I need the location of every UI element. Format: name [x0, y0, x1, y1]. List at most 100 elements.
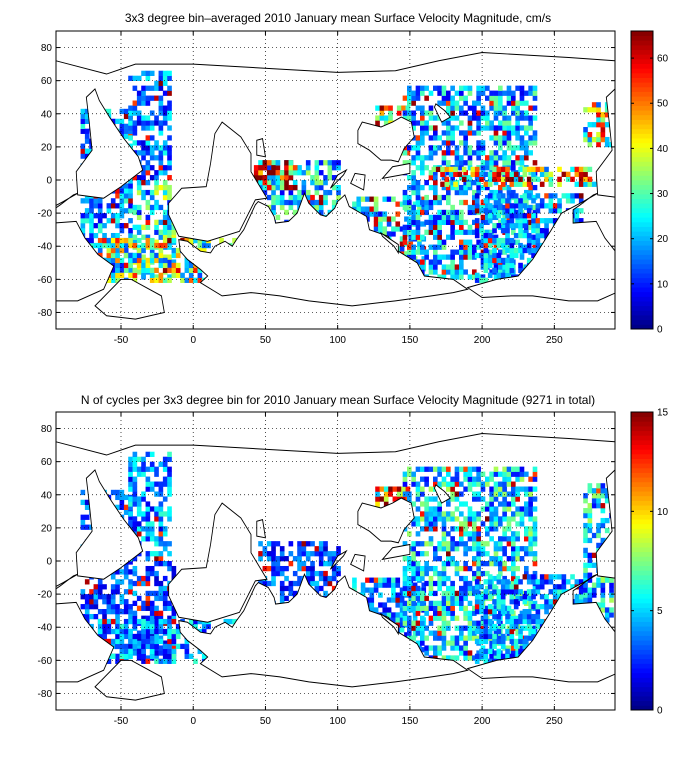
- cycles-bin-cell: [459, 565, 464, 572]
- cycles-bin-cell: [424, 625, 429, 631]
- velocity-x-tick-label: 100: [329, 335, 346, 346]
- cycles-bin-cell: [145, 620, 151, 626]
- velocity-bin-cell: [102, 223, 107, 229]
- cycles-bin-cell: [583, 572, 588, 578]
- cycles-bin-cell: [396, 491, 402, 497]
- velocity-bin-cell: [288, 184, 294, 191]
- cycles-bin-cell: [480, 506, 486, 512]
- velocity-bin-cell: [80, 113, 86, 120]
- velocity-bin-cell: [487, 272, 493, 278]
- cycles-bin-cell: [446, 605, 451, 611]
- cycles-bin-cell: [480, 645, 486, 651]
- velocity-bin-cell: [417, 246, 422, 252]
- velocity-bin-cell: [479, 171, 484, 177]
- cycles-bin-cell: [437, 546, 442, 552]
- velocity-bin-cell: [415, 105, 421, 111]
- velocity-bin-cell: [561, 193, 567, 199]
- velocity-bin-cell: [524, 145, 529, 151]
- velocity-bin-cell: [162, 234, 168, 240]
- velocity-bin-cell: [158, 80, 164, 86]
- cycles-bin-cell: [158, 516, 164, 522]
- velocity-bin-cell: [492, 228, 497, 234]
- cycles-bin-cell: [528, 526, 533, 532]
- velocity-bin-cell: [154, 242, 159, 249]
- velocity-bin-cell: [136, 224, 142, 230]
- cycles-bin-cell: [522, 618, 528, 625]
- velocity-bin-cell: [578, 218, 584, 224]
- velocity-bin-cell: [128, 228, 133, 234]
- cycles-bin-cell: [141, 638, 146, 645]
- cycles-bin-cell: [437, 506, 442, 512]
- cycles-bin-cell: [167, 541, 172, 547]
- velocity-bin-cell: [506, 145, 512, 151]
- velocity-bin-cell: [158, 247, 164, 254]
- cycles-bin-cell: [483, 648, 489, 655]
- cycles-bin-cell: [128, 584, 133, 590]
- velocity-bin-cell: [524, 244, 529, 250]
- velocity-bin-cell: [524, 115, 529, 121]
- cycles-bin-cell: [158, 536, 164, 542]
- cycles-bin-cell: [149, 570, 155, 577]
- velocity-bin-cell: [496, 272, 502, 278]
- cycles-bin-cell: [483, 589, 489, 595]
- cycles-bin-cell: [167, 456, 172, 462]
- velocity-bin-cell: [383, 105, 389, 111]
- velocity-bin-cell: [420, 199, 425, 206]
- velocity-bin-cell: [502, 155, 507, 161]
- cycles-bin-cell: [454, 491, 460, 497]
- cycles-bin-cell: [145, 590, 151, 597]
- velocity-bin-cell: [459, 214, 464, 221]
- velocity-bin-cell: [145, 100, 151, 106]
- cycles-bin-cell: [162, 643, 168, 650]
- velocity-bin-cell: [356, 206, 362, 212]
- velocity-bin-cell: [548, 171, 554, 177]
- cycles-bin-cell: [472, 625, 477, 631]
- cycles-bin-cell: [420, 476, 425, 482]
- velocity-bin-cell: [532, 130, 538, 136]
- velocity-bin-cell: [123, 113, 129, 120]
- cycles-bin-cell: [145, 575, 151, 582]
- velocity-bin-cell: [485, 95, 490, 101]
- cycles-bin-cell: [587, 562, 593, 568]
- cycles-bin-cell: [106, 658, 112, 664]
- cycles-bin-cell: [500, 599, 506, 605]
- velocity-bin-cell: [420, 209, 425, 216]
- cycles-bin-cell: [399, 597, 405, 603]
- velocity-bin-cell: [365, 196, 370, 202]
- velocity-bin-cell: [266, 170, 272, 176]
- cycles-bin-cell: [167, 623, 172, 630]
- velocity-bin-cell: [506, 160, 512, 166]
- cycles-bin-cell: [415, 486, 421, 492]
- cycles-bin-cell: [467, 585, 473, 592]
- velocity-bin-cell: [115, 213, 120, 219]
- cycles-bin-cell: [318, 546, 324, 552]
- cycles-bin-cell: [128, 604, 133, 610]
- velocity-bin-cell: [407, 219, 412, 225]
- velocity-bin-cell: [489, 254, 494, 260]
- velocity-bin-cell: [424, 165, 429, 171]
- cycles-bin-cell: [502, 526, 507, 532]
- velocity-colorbar-segment: [631, 100, 653, 106]
- cycles-colorbar-segment: [631, 644, 653, 650]
- cycles-bin-cell: [506, 536, 512, 542]
- velocity-bin-cell: [472, 130, 477, 136]
- velocity-bin-cell: [388, 110, 393, 116]
- cycles-bin-cell: [266, 541, 272, 547]
- velocity-bin-cell: [132, 277, 138, 283]
- cycles-bin-cell: [420, 491, 425, 497]
- cycles-bin-cell: [472, 511, 477, 517]
- cycles-bin-cell: [84, 599, 90, 605]
- velocity-colorbar-segment: [631, 77, 653, 83]
- velocity-bin-cell: [433, 170, 438, 176]
- velocity-bin-cell: [474, 232, 480, 239]
- cycles-bin-cell: [158, 506, 164, 512]
- cycles-bin-cell: [587, 488, 593, 494]
- velocity-bin-cell: [84, 108, 90, 115]
- velocity-bin-cell: [600, 127, 606, 133]
- cycles-bin-cell: [467, 630, 473, 636]
- velocity-bin-cell: [167, 100, 172, 106]
- velocity-bin-cell: [457, 171, 463, 177]
- velocity-bin-cell: [506, 95, 512, 101]
- cycles-bin-cell: [532, 561, 538, 567]
- velocity-bin-cell: [404, 251, 409, 257]
